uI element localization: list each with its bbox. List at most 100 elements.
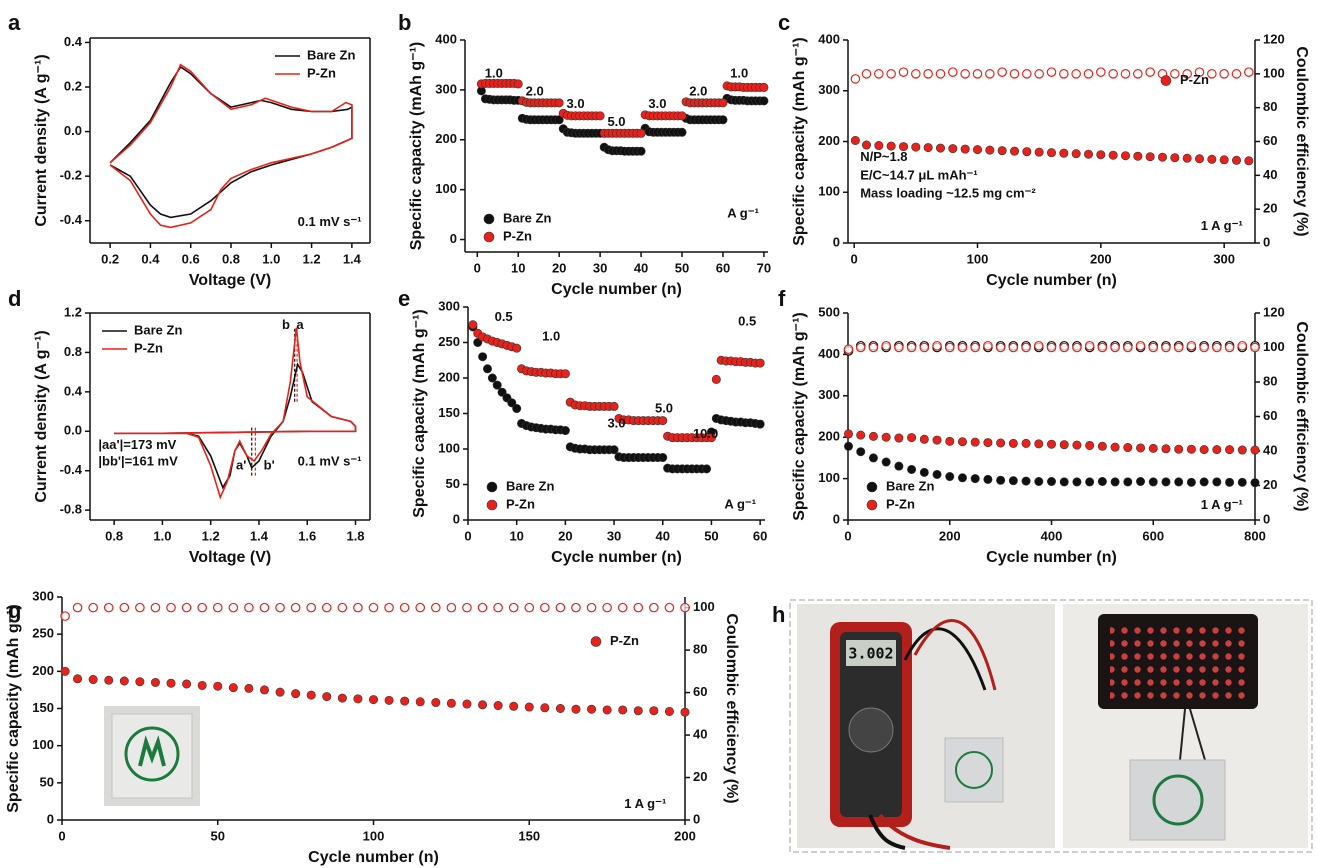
efficiency-point [1199, 342, 1209, 353]
efficiency-point [1182, 69, 1192, 79]
y-axis-title: Specific capacity (mAh g⁻¹) [791, 37, 808, 246]
capacity-point [861, 140, 871, 150]
panel-label: f [778, 286, 786, 311]
photo-panel: 3.002 [789, 599, 1313, 853]
x-axis-title: Cycle number (n) [551, 549, 682, 566]
capacity-point [932, 435, 942, 445]
x-tick-label: 800 [1244, 528, 1266, 543]
capacity-point [680, 707, 690, 717]
capacity-point [1136, 443, 1146, 453]
y2-tick-label: 20 [1263, 201, 1277, 216]
y-tick-label: 0.0 [64, 123, 82, 138]
y-tick-label: 0.2 [64, 78, 82, 93]
capacity-point [1212, 477, 1222, 487]
y-tick-label: 400 [818, 31, 840, 46]
capacity-point [874, 141, 884, 151]
capacity-point [1225, 445, 1235, 455]
efficiency-point [321, 602, 332, 613]
annotation: 1 A g⁻¹ [1201, 497, 1243, 512]
y2-tick-label: 60 [1263, 133, 1277, 148]
efficiency-point [923, 69, 933, 79]
efficiency-point [493, 602, 503, 613]
capacity-point [1021, 476, 1031, 486]
capacity-point [932, 469, 942, 479]
capacity-point [1148, 477, 1158, 487]
y-tick-label: 0.8 [64, 344, 82, 359]
y2-tick-label: 100 [1263, 339, 1285, 354]
efficiency-point [430, 602, 441, 613]
efficiency-point [1110, 342, 1120, 353]
efficiency-point [306, 602, 316, 613]
x-tick-label: 1.2 [202, 528, 220, 543]
efficiency-point [72, 602, 83, 613]
capacity-point [1225, 477, 1235, 487]
y-axis-title: Specific capacity (mAh g⁻¹) [408, 42, 425, 251]
capacity-point [677, 127, 687, 137]
annotation: 3.0 [648, 96, 666, 111]
efficiency-point [617, 602, 628, 613]
capacity-point [945, 436, 955, 446]
capacity-point [1108, 150, 1118, 160]
y-tick-label: 100 [32, 737, 54, 752]
x-tick-label: 60 [716, 260, 730, 275]
efficiency-point [446, 602, 457, 613]
capacity-point [555, 703, 565, 713]
capacity-point [1186, 477, 1196, 487]
x-tick-label: 150 [518, 828, 540, 843]
efficiency-point [874, 69, 884, 79]
capacity-point [400, 696, 410, 706]
annotation: 1.0 [542, 328, 560, 343]
x-tick-label: 0 [464, 528, 471, 543]
efficiency-point [399, 602, 410, 613]
y-tick-label: -0.2 [60, 168, 82, 183]
capacity-point [135, 677, 145, 687]
y-tick-label: 0 [450, 231, 457, 246]
annotation: Mass loading ~12.5 mg cm⁻² [860, 186, 1036, 201]
capacity-point [1158, 152, 1168, 162]
x-tick-label: 0.4 [141, 251, 160, 266]
capacity-point [945, 472, 955, 482]
y-tick-label: 200 [818, 429, 840, 444]
efficiency-point [1046, 67, 1057, 77]
x-tick-label: 200 [1090, 251, 1112, 266]
x-tick-label: 0.8 [222, 251, 240, 266]
x-tick-label: 1.0 [153, 528, 171, 543]
capacity-point [664, 706, 674, 716]
legend-label: Bare Zn [506, 478, 554, 493]
capacity-point [1059, 440, 1069, 450]
capacity-point [755, 358, 765, 368]
efficiency-point [983, 340, 993, 351]
capacity-point [275, 687, 285, 697]
y-axis-title: Current density (A g⁻¹) [33, 54, 50, 226]
y-tick-label: 150 [438, 405, 460, 420]
capacity-point [1186, 444, 1196, 454]
legend-label: P-Zn [503, 228, 532, 243]
efficiency-point [150, 602, 161, 613]
capacity-point [856, 447, 866, 457]
y-tick-label: 200 [32, 663, 54, 678]
efficiency-point [855, 342, 866, 353]
legend-label: P-Zn [610, 633, 639, 648]
annotation: b' [264, 458, 275, 473]
y2-tick-label: 120 [1263, 31, 1285, 46]
y-axis-title: Specific capacity (mAh g⁻¹) [791, 312, 808, 521]
efficiency-point [843, 344, 854, 355]
legend-swatch [483, 231, 495, 243]
efficiency-point [649, 602, 659, 613]
capacity-point [182, 679, 192, 689]
annotation: 0.5 [495, 309, 513, 324]
y-tick-label: 100 [818, 184, 840, 199]
capacity-point [996, 475, 1006, 485]
capacity-point [894, 461, 904, 471]
efficiency-point [290, 602, 301, 613]
capacity-point [166, 678, 176, 688]
capacity-point [649, 706, 659, 716]
y2-tick-label: 100 [693, 599, 715, 614]
capacity-point [702, 464, 712, 474]
efficiency-point [1072, 342, 1082, 353]
capacity-point [919, 434, 929, 444]
capacity-point [119, 676, 129, 686]
panel-label: e [398, 286, 410, 311]
y-tick-label: 300 [438, 298, 460, 313]
capacity-point [60, 666, 70, 676]
